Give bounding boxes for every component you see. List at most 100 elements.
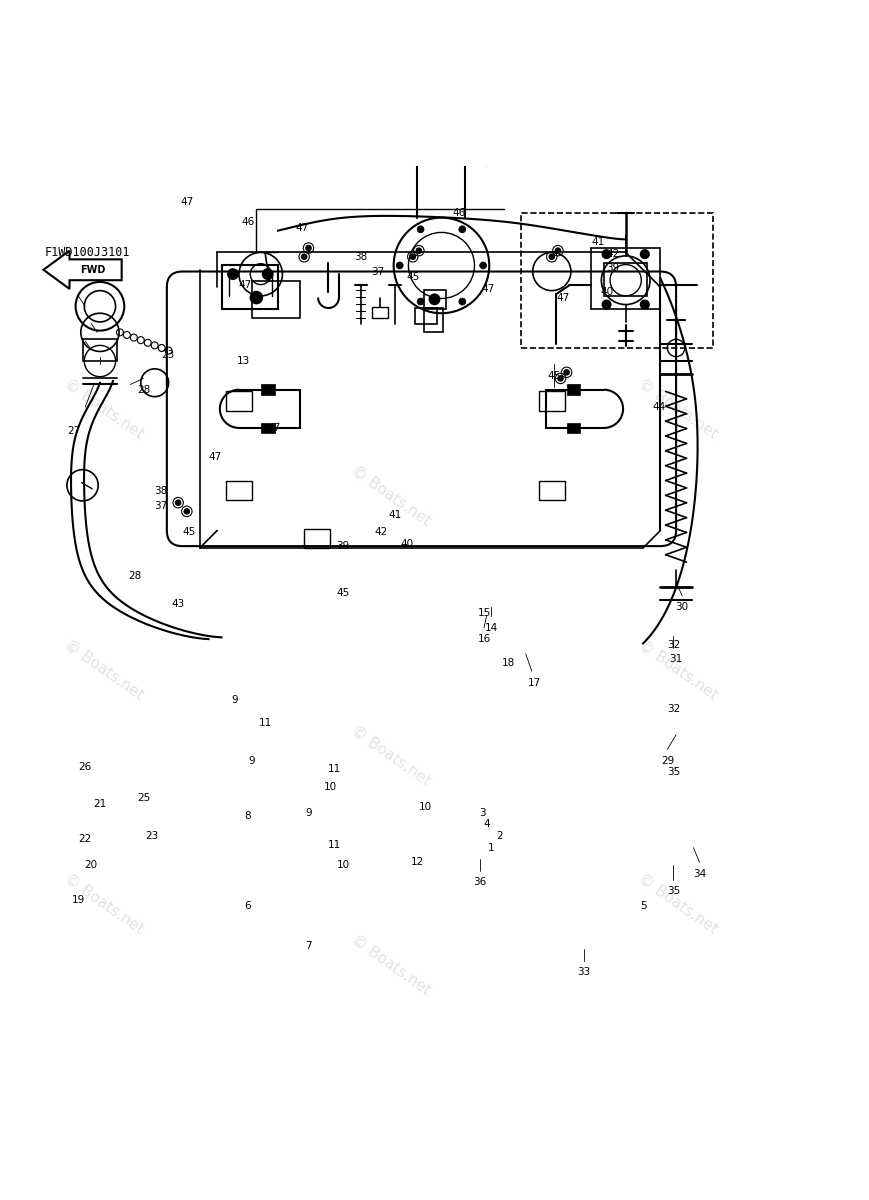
- Text: 10: 10: [323, 782, 337, 792]
- Text: 27: 27: [67, 426, 81, 436]
- Text: 47: 47: [267, 422, 281, 433]
- Bar: [261, 422, 275, 433]
- Bar: [424, 308, 443, 332]
- Text: 35: 35: [667, 767, 680, 778]
- Circle shape: [176, 500, 181, 505]
- Circle shape: [306, 246, 311, 251]
- Text: 18: 18: [501, 658, 515, 667]
- Text: 8: 8: [244, 810, 251, 821]
- Text: 22: 22: [78, 834, 92, 844]
- Text: 42: 42: [606, 250, 620, 259]
- Text: 11: 11: [328, 840, 342, 850]
- Text: 47: 47: [481, 284, 495, 294]
- Text: 47: 47: [295, 223, 309, 233]
- Text: 32: 32: [667, 703, 680, 714]
- Text: 33: 33: [577, 967, 591, 977]
- Circle shape: [640, 250, 649, 258]
- Text: 10: 10: [419, 802, 433, 812]
- Text: 20: 20: [84, 860, 98, 870]
- Circle shape: [564, 370, 569, 374]
- Text: 45: 45: [547, 371, 561, 380]
- Text: © Boats.net: © Boats.net: [62, 871, 147, 937]
- Bar: [304, 529, 330, 548]
- Bar: [415, 308, 437, 324]
- Bar: [567, 422, 580, 433]
- Text: 45: 45: [182, 527, 196, 538]
- Text: 40: 40: [600, 287, 614, 296]
- Text: 45: 45: [336, 588, 350, 598]
- Circle shape: [410, 254, 415, 259]
- Circle shape: [262, 269, 273, 280]
- Bar: [539, 481, 565, 500]
- Text: © Boats.net: © Boats.net: [635, 376, 720, 442]
- Text: 47: 47: [556, 293, 570, 302]
- Text: 39: 39: [606, 263, 620, 274]
- Text: 35: 35: [667, 886, 680, 896]
- Text: 41: 41: [591, 236, 605, 247]
- Bar: [83, 340, 117, 361]
- Text: 47: 47: [238, 281, 252, 290]
- Bar: [226, 481, 252, 500]
- Text: 37: 37: [154, 502, 168, 511]
- Text: 23: 23: [162, 350, 175, 360]
- Bar: [222, 265, 278, 308]
- Text: 15: 15: [478, 608, 492, 618]
- Circle shape: [555, 248, 561, 253]
- Text: 36: 36: [473, 877, 487, 888]
- Text: 11: 11: [258, 719, 272, 728]
- Text: 13: 13: [236, 356, 250, 366]
- Text: 42: 42: [374, 527, 388, 538]
- Text: 46: 46: [241, 217, 255, 227]
- Text: 23: 23: [145, 832, 159, 841]
- Text: 34: 34: [693, 869, 706, 878]
- Circle shape: [417, 226, 424, 233]
- Text: © Boats.net: © Boats.net: [62, 636, 147, 702]
- Circle shape: [302, 254, 307, 259]
- Circle shape: [602, 300, 611, 308]
- Text: 7: 7: [305, 941, 312, 950]
- Bar: [604, 263, 647, 296]
- Text: © Boats.net: © Boats.net: [348, 463, 434, 529]
- Text: 5: 5: [640, 901, 647, 911]
- Text: 21: 21: [93, 799, 107, 809]
- Text: © Boats.net: © Boats.net: [348, 932, 434, 998]
- Text: 19: 19: [71, 895, 85, 905]
- Bar: [252, 281, 300, 318]
- Text: © Boats.net: © Boats.net: [635, 871, 720, 937]
- Circle shape: [417, 298, 424, 305]
- Text: 47: 47: [209, 451, 222, 462]
- Circle shape: [184, 509, 189, 514]
- Text: 37: 37: [371, 266, 385, 276]
- Text: 28: 28: [128, 571, 142, 581]
- Text: 16: 16: [477, 634, 491, 644]
- Text: 12: 12: [410, 858, 424, 868]
- Bar: [424, 289, 446, 308]
- Text: 9: 9: [231, 695, 238, 704]
- Text: 17: 17: [527, 678, 541, 688]
- Circle shape: [480, 262, 487, 269]
- Text: 40: 40: [400, 539, 414, 548]
- Text: © Boats.net: © Boats.net: [348, 724, 434, 790]
- Text: 30: 30: [675, 602, 689, 612]
- Text: 6: 6: [244, 901, 251, 911]
- Text: 43: 43: [171, 599, 185, 610]
- Text: 3: 3: [479, 808, 486, 818]
- Text: 31: 31: [669, 654, 683, 664]
- Text: 47: 47: [180, 197, 194, 206]
- Text: 4: 4: [483, 820, 490, 829]
- Circle shape: [459, 298, 466, 305]
- Bar: [226, 391, 252, 410]
- Text: © Boats.net: © Boats.net: [62, 376, 147, 442]
- Text: 38: 38: [354, 252, 368, 262]
- Text: 45: 45: [406, 271, 420, 282]
- Circle shape: [558, 376, 563, 382]
- Text: 2: 2: [496, 832, 503, 841]
- Circle shape: [640, 300, 649, 308]
- Text: 9: 9: [305, 808, 312, 818]
- Text: 46: 46: [452, 209, 466, 218]
- Text: 11: 11: [328, 764, 342, 774]
- Bar: [521, 214, 713, 348]
- Bar: [372, 307, 388, 318]
- Circle shape: [250, 292, 262, 304]
- Text: 29: 29: [660, 756, 674, 766]
